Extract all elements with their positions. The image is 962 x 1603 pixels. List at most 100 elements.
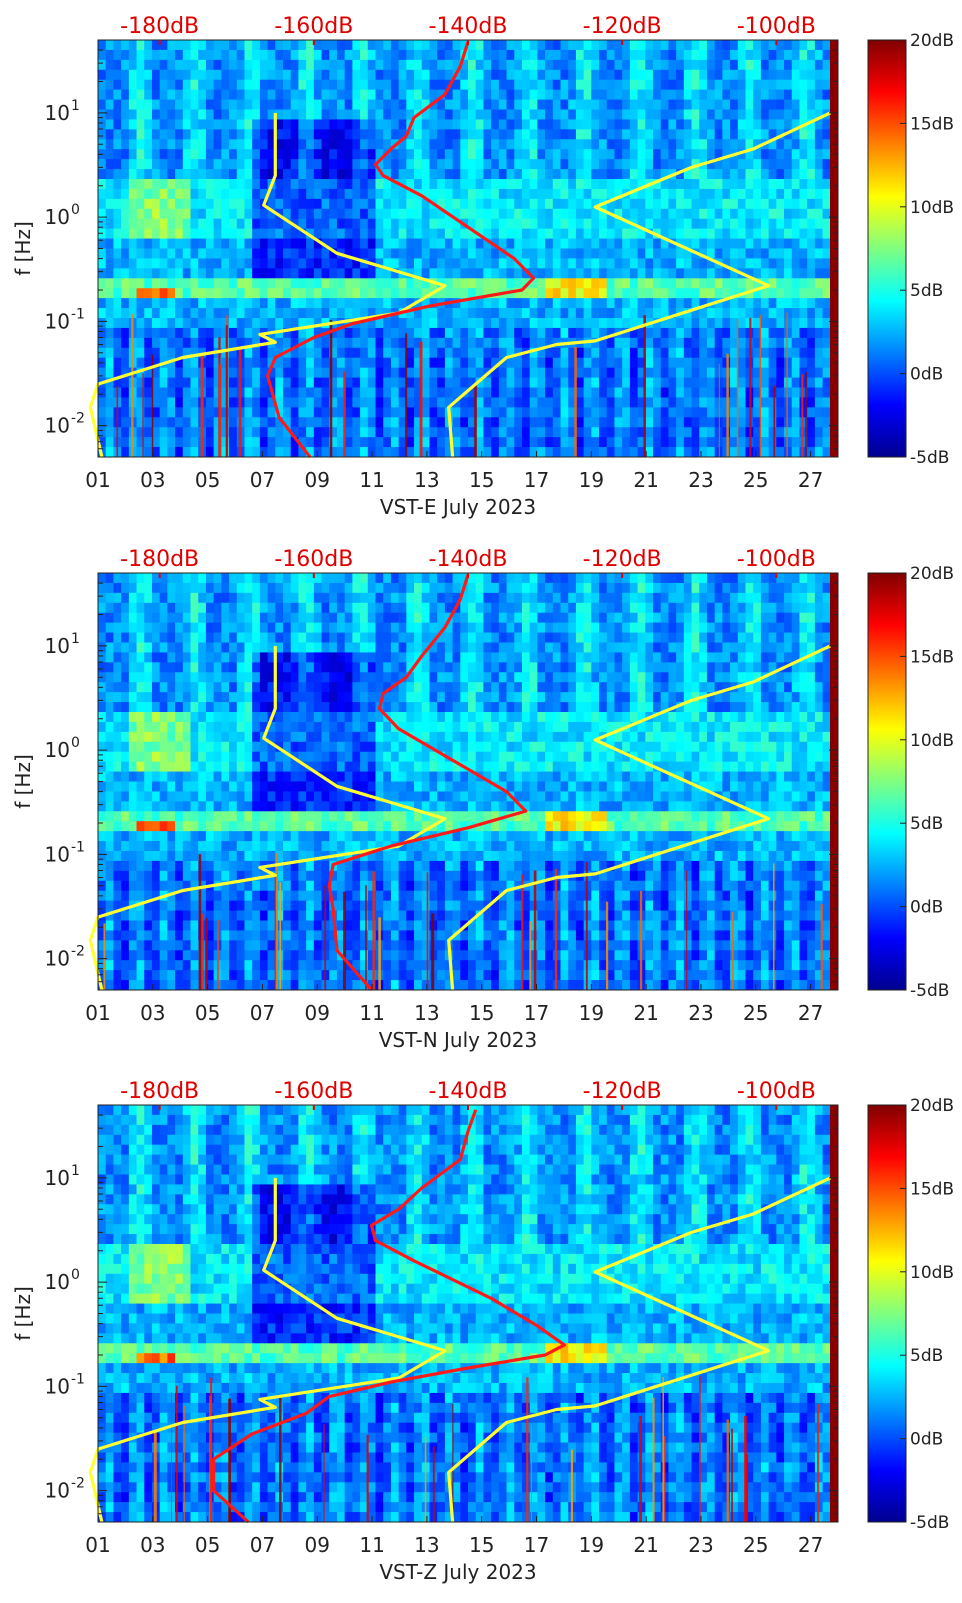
- x-tick-label: 07: [250, 1001, 275, 1025]
- y-tick-exponent: 1: [71, 1163, 80, 1179]
- top-axis-label: -140dB: [429, 14, 508, 39]
- colorbar-tick-label: 10dB: [910, 731, 954, 751]
- y-tick-exponent: 1: [71, 631, 80, 647]
- y-tick-label: 10: [45, 634, 70, 658]
- colorbar-tick-label: 20dB: [910, 1096, 954, 1116]
- colorbar-tick-label: 10dB: [910, 1263, 954, 1283]
- x-tick-label: 27: [798, 1533, 823, 1557]
- y-axis-label: f [Hz]: [11, 221, 35, 276]
- x-axis-label: VST-Z July 2023: [379, 1560, 536, 1584]
- x-tick-label: 27: [798, 468, 823, 492]
- x-axis-label: VST-N July 2023: [379, 1028, 538, 1052]
- y-tick-exponent: -1: [71, 839, 85, 855]
- top-axis-label: -180dB: [120, 547, 199, 572]
- y-tick-label: 10: [45, 1270, 70, 1294]
- x-tick-label: 19: [579, 1001, 604, 1025]
- colorbar-tick-label: 15dB: [910, 114, 954, 134]
- x-tick-label: 17: [524, 468, 549, 492]
- colorbar-tick-label: 10dB: [910, 198, 954, 218]
- top-axis-label: -120dB: [583, 547, 662, 572]
- y-tick-label: 10: [45, 101, 70, 125]
- x-tick-label: 23: [688, 1533, 713, 1557]
- x-tick-label: 13: [414, 468, 439, 492]
- x-tick-label: 21: [633, 1533, 658, 1557]
- colorbar-tick-label: 20dB: [910, 31, 954, 51]
- y-tick-label: 10: [45, 1166, 70, 1190]
- y-tick-exponent: -1: [71, 306, 85, 322]
- x-tick-label: 19: [579, 1533, 604, 1557]
- x-tick-label: 25: [743, 468, 768, 492]
- spectrogram-image: [98, 40, 839, 458]
- y-tick-exponent: 0: [71, 202, 80, 218]
- top-axis-label: -180dB: [120, 14, 199, 39]
- x-tick-label: 01: [85, 1533, 110, 1557]
- colorbar-tick-label: 0dB: [910, 898, 943, 918]
- y-axis-label: f [Hz]: [11, 1286, 35, 1341]
- x-tick-label: 09: [305, 1533, 330, 1557]
- colorbar: [868, 1105, 906, 1522]
- top-axis-label: -100dB: [737, 1079, 816, 1104]
- x-tick-label: 11: [359, 1533, 384, 1557]
- y-tick-label: 10: [45, 205, 70, 229]
- x-tick-label: 09: [305, 1001, 330, 1025]
- colorbar-tick-label: 0dB: [910, 1430, 943, 1450]
- x-tick-label: 11: [359, 1001, 384, 1025]
- colorbar: [868, 573, 906, 990]
- x-tick-label: 07: [250, 1533, 275, 1557]
- panel-3: 01 03 05 07 09 11 13 15 17 19 21 23 25 27 VST-Z July 2…: [11, 1079, 954, 1584]
- top-axis-label: -160dB: [274, 1079, 353, 1104]
- x-tick-label: 15: [469, 1001, 494, 1025]
- spectrogram-image: [98, 1105, 839, 1523]
- y-tick-exponent: -2: [71, 411, 85, 427]
- colorbar-tick-label: -5dB: [910, 448, 949, 468]
- top-axis-label: -140dB: [429, 1079, 508, 1104]
- colorbar: [868, 40, 906, 457]
- x-tick-label: 25: [743, 1001, 768, 1025]
- y-tick-label: 10: [45, 1479, 70, 1503]
- x-tick-label: 01: [85, 1001, 110, 1025]
- y-tick-exponent: -1: [71, 1371, 85, 1387]
- x-tick-label: 05: [195, 1533, 220, 1557]
- x-tick-label: 17: [524, 1001, 549, 1025]
- x-tick-label: 23: [688, 1001, 713, 1025]
- y-tick-exponent: 1: [71, 98, 80, 114]
- top-axis-label: -100dB: [737, 547, 816, 572]
- y-tick-label: 10: [45, 738, 70, 762]
- y-tick-exponent: 0: [71, 735, 80, 751]
- y-tick-label: 10: [45, 414, 70, 438]
- x-axis-label: VST-E July 2023: [380, 495, 536, 519]
- x-tick-label: 03: [140, 468, 165, 492]
- colorbar-tick-label: -5dB: [910, 1513, 949, 1533]
- top-axis-label: -160dB: [274, 14, 353, 39]
- x-tick-label: 19: [579, 468, 604, 492]
- y-tick-label: 10: [45, 842, 70, 866]
- colorbar-tick-label: -5dB: [910, 981, 949, 1001]
- top-axis-label: -100dB: [737, 14, 816, 39]
- y-axis-label: f [Hz]: [11, 754, 35, 809]
- top-axis-label: -180dB: [120, 1079, 199, 1104]
- x-tick-label: 17: [524, 1533, 549, 1557]
- x-tick-label: 11: [359, 468, 384, 492]
- top-axis-label: -140dB: [429, 547, 508, 572]
- x-tick-label: 21: [633, 1001, 658, 1025]
- x-tick-label: 15: [469, 1533, 494, 1557]
- x-tick-label: 03: [140, 1533, 165, 1557]
- x-tick-label: 21: [633, 468, 658, 492]
- colorbar-tick-label: 15dB: [910, 647, 954, 667]
- x-tick-label: 13: [414, 1533, 439, 1557]
- top-axis-label: -120dB: [583, 14, 662, 39]
- x-tick-label: 23: [688, 468, 713, 492]
- colorbar-tick-label: 5dB: [910, 1346, 943, 1366]
- x-tick-label: 01: [85, 468, 110, 492]
- top-axis-label: -120dB: [583, 1079, 662, 1104]
- x-tick-label: 27: [798, 1001, 823, 1025]
- spectrogram-image: [98, 573, 839, 991]
- y-tick-exponent: -2: [71, 1476, 85, 1492]
- x-tick-label: 25: [743, 1533, 768, 1557]
- colorbar-tick-label: 0dB: [910, 365, 943, 385]
- y-tick-label: 10: [45, 1374, 70, 1398]
